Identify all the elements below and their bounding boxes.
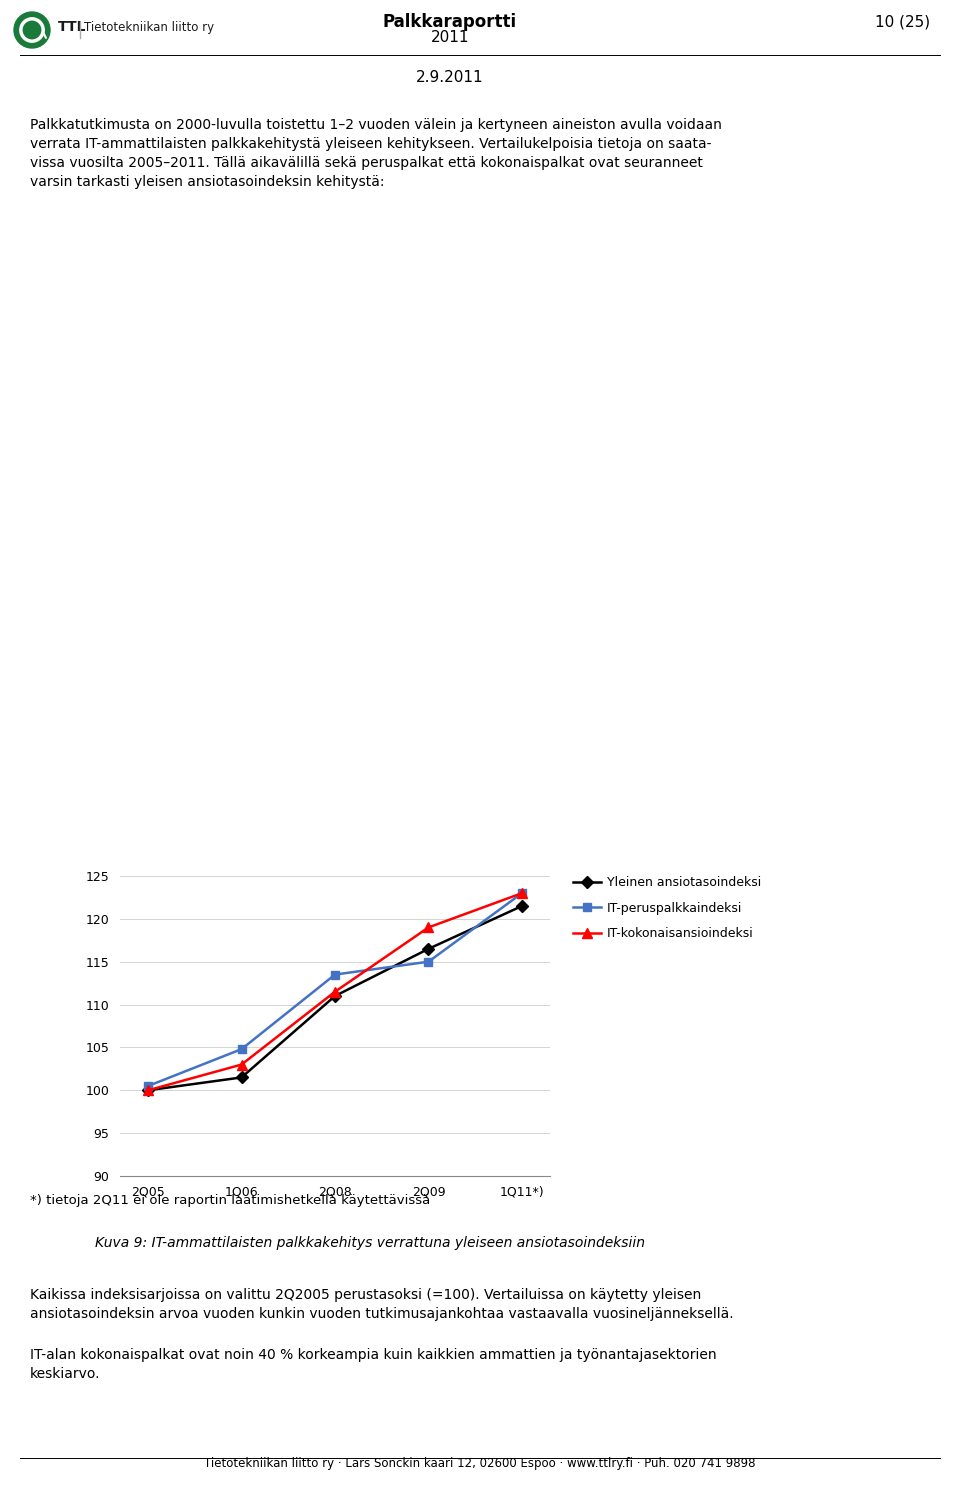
Text: 2.9.2011: 2.9.2011 — [417, 70, 484, 86]
IT-kokonaisansioindeksi — [142, 1082, 154, 1100]
IT-peruspalkkaindeksi — [516, 884, 528, 902]
Line: IT-kokonaisansioindeksi: IT-kokonaisansioindeksi — [143, 889, 527, 1095]
Text: IT-alan kokonaispalkat ovat noin 40 % korkeampia kuin kaikkien ammattien ja työn: IT-alan kokonaispalkat ovat noin 40 % ko… — [30, 1348, 716, 1363]
Text: *) tietoja 2Q11 ei ole raportin laatimishetkellä käytettävissä: *) tietoja 2Q11 ei ole raportin laatimis… — [30, 1193, 430, 1207]
Text: Tietotekniikan liitto ry: Tietotekniikan liitto ry — [84, 21, 214, 34]
IT-peruspalkkaindeksi — [142, 1077, 154, 1095]
Line: IT-peruspalkkaindeksi: IT-peruspalkkaindeksi — [144, 889, 526, 1091]
Text: ansiotasoindeksin arvoa vuoden kunkin vuoden tutkimusajankohtaa vastaavalla vuos: ansiotasoindeksin arvoa vuoden kunkin vu… — [30, 1308, 733, 1321]
Yleinen ansiotasoindeksi — [142, 1082, 154, 1100]
Text: keskiarvo.: keskiarvo. — [30, 1367, 101, 1380]
Text: vissa vuosilta 2005–2011. Tällä aikavälillä sekä peruspalkat että kokonaispalkat: vissa vuosilta 2005–2011. Tällä aikaväli… — [30, 156, 703, 169]
Yleinen ansiotasoindeksi — [236, 1068, 248, 1086]
Yleinen ansiotasoindeksi — [329, 987, 341, 1005]
Yleinen ansiotasoindeksi — [516, 898, 528, 915]
Text: 2011: 2011 — [431, 31, 469, 46]
Text: Palkkatutkimusta on 2000-luvulla toistettu 1–2 vuoden välein ja kertyneen aineis: Palkkatutkimusta on 2000-luvulla toistet… — [30, 117, 722, 132]
IT-kokonaisansioindeksi — [422, 918, 434, 936]
IT-kokonaisansioindeksi — [236, 1055, 248, 1073]
Line: Yleinen ansiotasoindeksi: Yleinen ansiotasoindeksi — [144, 902, 526, 1095]
IT-kokonaisansioindeksi — [516, 884, 528, 902]
Circle shape — [14, 12, 50, 48]
Text: verrata IT-ammattilaisten palkkakehitystä yleiseen kehitykseen. Vertailukelpoisi: verrata IT-ammattilaisten palkkakehityst… — [30, 137, 711, 152]
IT-peruspalkkaindeksi — [329, 966, 341, 984]
Text: Kuva 9: IT-ammattilaisten palkkakehitys verrattuna yleiseen ansiotasoindeksiin: Kuva 9: IT-ammattilaisten palkkakehitys … — [95, 1236, 645, 1250]
Legend: Yleinen ansiotasoindeksi, IT-peruspalkkaindeksi, IT-kokonaisansioindeksi: Yleinen ansiotasoindeksi, IT-peruspalkka… — [573, 877, 761, 941]
Text: Palkkaraportti: Palkkaraportti — [383, 13, 517, 31]
Text: Kaikissa indeksisarjoissa on valittu 2Q2005 perustasoksi (=100). Vertailuissa on: Kaikissa indeksisarjoissa on valittu 2Q2… — [30, 1288, 701, 1302]
Yleinen ansiotasoindeksi — [422, 941, 434, 958]
Text: 10 (25): 10 (25) — [875, 15, 930, 30]
IT-peruspalkkaindeksi — [236, 1040, 248, 1058]
Text: TTL: TTL — [58, 19, 86, 34]
IT-peruspalkkaindeksi — [422, 953, 434, 970]
IT-kokonaisansioindeksi — [329, 982, 341, 1000]
Text: Tietotekniikan liitto ry · Lars Sonckin kaari 12, 02600 Espoo · www.ttlry.fi · P: Tietotekniikan liitto ry · Lars Sonckin … — [204, 1456, 756, 1470]
Text: varsin tarkasti yleisen ansiotasoindeksin kehitystä:: varsin tarkasti yleisen ansiotasoindeksi… — [30, 175, 385, 189]
